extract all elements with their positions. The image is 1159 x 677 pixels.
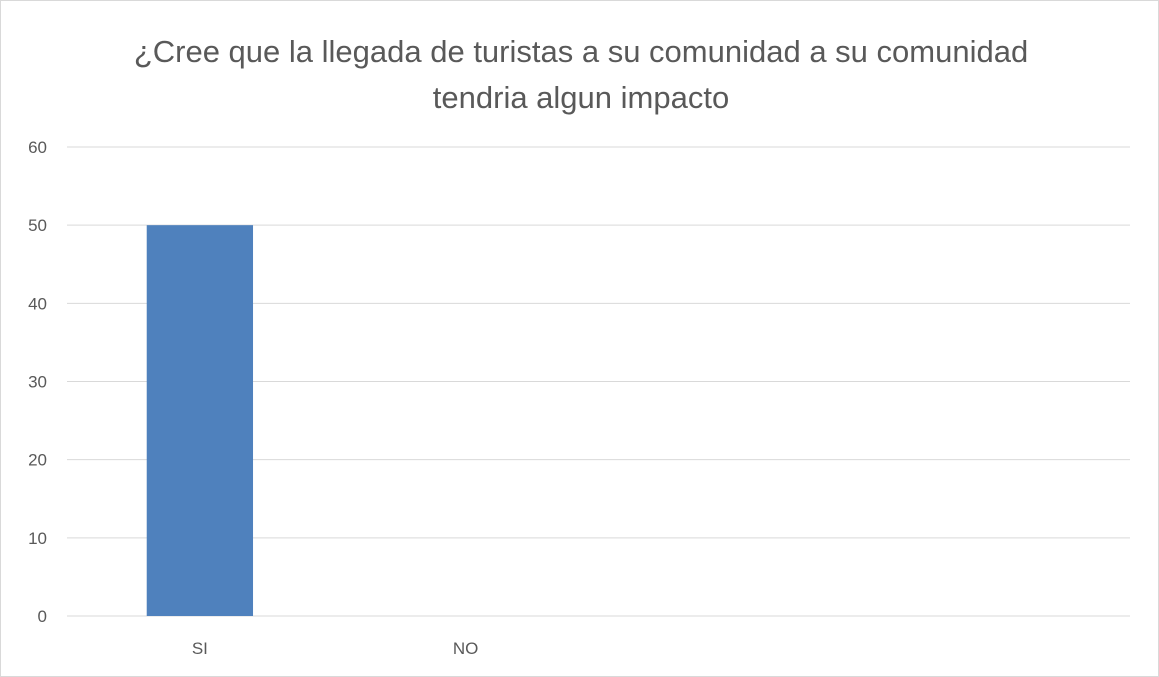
x-tick-label: NO xyxy=(453,639,479,658)
y-tick-label: 20 xyxy=(28,451,47,470)
y-tick-label: 10 xyxy=(28,529,47,548)
bars xyxy=(146,225,254,616)
y-tick-label: 30 xyxy=(28,373,47,392)
x-axis-ticks: SI NO xyxy=(192,639,479,658)
y-tick-label: 50 xyxy=(28,216,47,235)
y-tick-label: 0 xyxy=(38,607,47,626)
x-tick-label: SI xyxy=(192,639,208,658)
bar-si xyxy=(146,225,254,616)
y-axis-ticks: 0 10 20 30 40 50 60 xyxy=(28,138,47,626)
chart-title: ¿Cree que la llegada de turistas a su co… xyxy=(133,34,1029,115)
y-tick-label: 40 xyxy=(28,294,47,313)
y-tick-label: 60 xyxy=(28,138,47,157)
